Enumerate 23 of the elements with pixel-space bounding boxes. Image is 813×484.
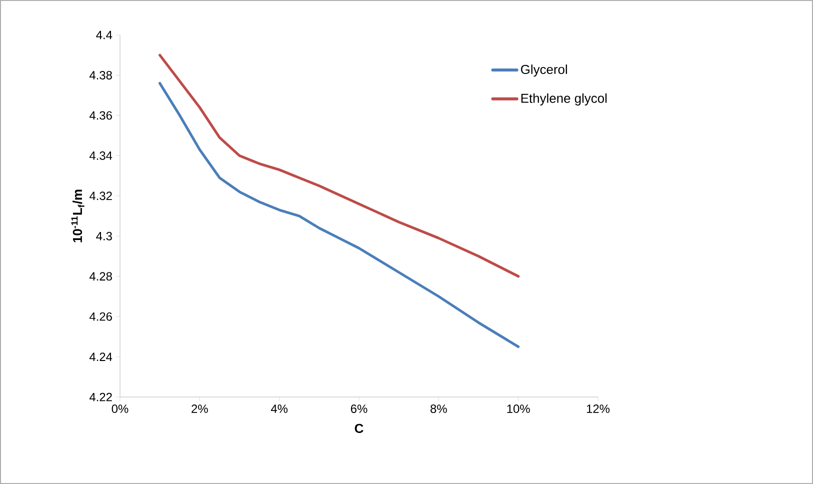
x-tick-label: 2% (192, 404, 208, 413)
x-tick-label: 0% (112, 404, 128, 413)
y-tick-label: 4.28 (89, 272, 112, 281)
y-tick-label: 4.26 (89, 312, 112, 321)
y-tick-label: 4.32 (89, 192, 112, 200)
y-tick-label: 4.36 (89, 111, 112, 120)
y-tick-label: 4.38 (89, 70, 112, 80)
line-series (158, 82, 520, 348)
line-series (158, 54, 520, 278)
x-tick-label: 12% (586, 404, 610, 413)
y-tick-label: 4.22 (89, 392, 112, 402)
legend-label: Glycerol (521, 64, 567, 77)
y-tick-label: 4.34 (89, 151, 112, 160)
y-tick-label: 4.4 (96, 30, 112, 40)
x-tick-label: 8% (430, 404, 447, 413)
y-tick-label: 4.24 (89, 352, 112, 361)
x-tick-label: 6% (350, 404, 368, 413)
x-axis-title: C (354, 424, 364, 433)
y-axis-title: 10$^{-11}$L$_{f}$/m (71, 190, 84, 242)
legend-label: Ethylene glycol (521, 93, 607, 106)
y-tick-label: 4.3 (96, 232, 112, 240)
x-tick-label: 4% (270, 404, 288, 413)
x-tick-label: 10% (507, 404, 530, 413)
